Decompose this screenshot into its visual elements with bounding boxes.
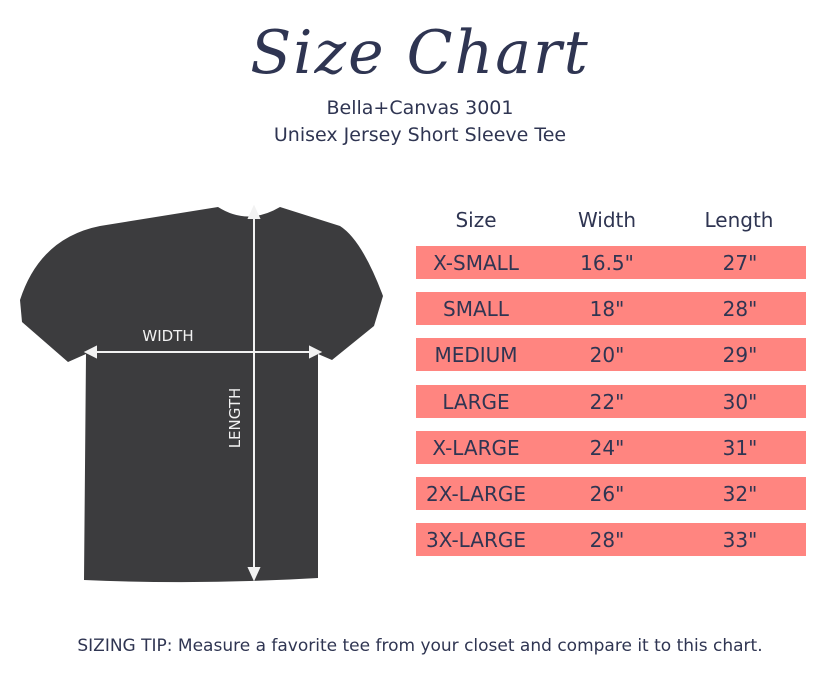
width-cell: 20" <box>589 343 625 367</box>
width-cell: 18" <box>589 297 625 321</box>
width-label: WIDTH <box>142 327 193 345</box>
size-cell: SMALL <box>443 297 509 321</box>
table-row: SMALL 18" 28" <box>416 292 806 325</box>
header-width: Width <box>577 208 637 232</box>
width-cell: 24" <box>589 436 625 460</box>
length-cell: 31" <box>722 436 758 460</box>
size-cell: X-SMALL <box>433 251 519 275</box>
length-cell: 28" <box>722 297 758 321</box>
width-cell: 26" <box>589 482 625 506</box>
size-cell: 2X-LARGE <box>426 482 526 506</box>
length-cell: 33" <box>722 528 758 552</box>
length-cell: 27" <box>722 251 758 275</box>
header-length: Length <box>704 208 774 232</box>
table-row: 2X-LARGE 26" 32" <box>416 477 806 510</box>
tshirt-shape <box>20 207 383 583</box>
table-row: X-LARGE 24" 31" <box>416 431 806 464</box>
table-row: X-SMALL 16.5" 27" <box>416 246 806 279</box>
size-cell: X-LARGE <box>432 436 520 460</box>
product-name: Bella+Canvas 3001 <box>326 97 514 119</box>
table-row: 3X-LARGE 28" 33" <box>416 523 806 556</box>
page-title: Size Chart <box>250 18 590 88</box>
length-cell: 29" <box>722 343 758 367</box>
table-row: MEDIUM 20" 29" <box>416 338 806 371</box>
size-cell: LARGE <box>442 390 510 414</box>
length-label: LENGTH <box>226 388 244 449</box>
width-cell: 28" <box>589 528 625 552</box>
tshirt-diagram: WIDTH LENGTH <box>20 204 383 583</box>
sizing-tip: SIZING TIP: Measure a favorite tee from … <box>77 636 763 656</box>
size-cell: MEDIUM <box>434 343 518 367</box>
width-cell: 16.5" <box>580 251 634 275</box>
header-size: Size <box>455 208 497 232</box>
product-description: Unisex Jersey Short Sleeve Tee <box>273 124 567 146</box>
size-cell: 3X-LARGE <box>426 528 526 552</box>
table-row: LARGE 22" 30" <box>416 385 806 418</box>
width-cell: 22" <box>589 390 625 414</box>
length-cell: 30" <box>722 390 758 414</box>
length-cell: 32" <box>722 482 758 506</box>
